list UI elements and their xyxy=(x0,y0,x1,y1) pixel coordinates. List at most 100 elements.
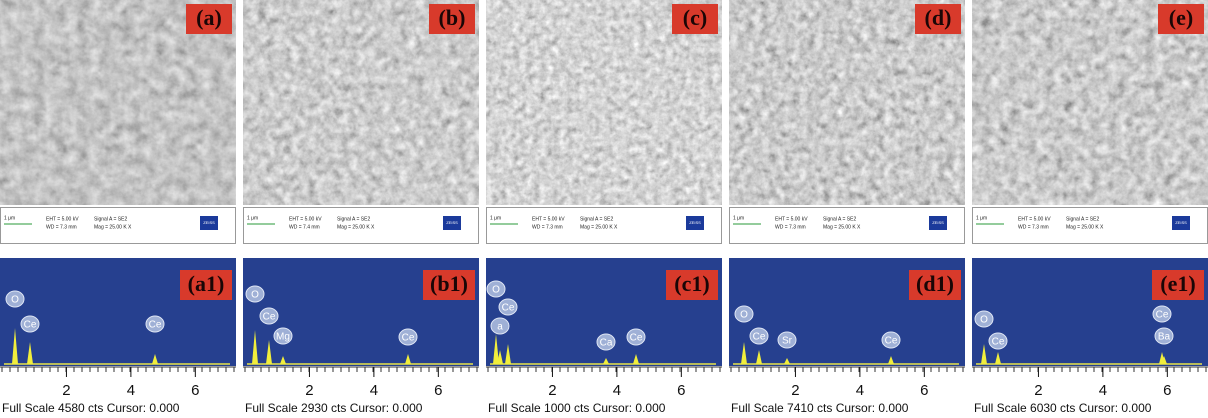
element-label: O xyxy=(251,290,259,301)
sem-image xyxy=(0,0,236,205)
mag: Mag = 25.00 K X xyxy=(1066,224,1104,230)
scale-bar-label: 1 μm xyxy=(976,215,987,221)
element-label: Ca xyxy=(600,338,613,349)
eht: EHT = 5.00 kV xyxy=(1018,216,1051,222)
sem-image xyxy=(243,0,479,205)
element-label: Ce xyxy=(885,336,898,347)
peak xyxy=(280,356,286,364)
element-marker xyxy=(881,331,901,349)
element-marker xyxy=(777,331,797,349)
logo-box xyxy=(200,216,218,230)
logo-box xyxy=(443,216,461,230)
sem-image xyxy=(729,0,965,205)
wd: WD = 7.3 mm xyxy=(46,224,77,230)
info-bar xyxy=(0,207,236,244)
eht: EHT = 5.00 kV xyxy=(289,216,322,222)
panel-label-box xyxy=(672,4,718,34)
x-tick-label: 4 xyxy=(370,382,378,399)
logo-box xyxy=(686,216,704,230)
element-marker xyxy=(5,290,25,308)
peak xyxy=(405,354,411,364)
element-marker xyxy=(749,327,769,345)
x-tick-label: 2 xyxy=(1034,382,1042,399)
x-tick-label: 6 xyxy=(1163,382,1171,399)
logo-box xyxy=(1172,216,1190,230)
signal: Signal A = SE2 xyxy=(580,216,613,222)
element-label: Ce xyxy=(149,320,162,331)
element-marker xyxy=(486,280,506,298)
peak xyxy=(12,328,18,364)
element-marker xyxy=(145,315,165,333)
element-label: a xyxy=(497,322,503,333)
spectrum-footer: Full Scale 1000 cts Cursor: 0.000 xyxy=(488,401,666,415)
signal: Signal A = SE2 xyxy=(823,216,856,222)
element-marker xyxy=(245,285,265,303)
element-label: Ce xyxy=(402,333,415,344)
element-label: O xyxy=(980,315,988,326)
spectrum-footer: Full Scale 2930 cts Cursor: 0.000 xyxy=(245,401,423,415)
signal: Signal A = SE2 xyxy=(94,216,127,222)
x-tick-label: 2 xyxy=(305,382,313,399)
element-label: Ce xyxy=(753,332,766,343)
peak xyxy=(497,350,503,364)
peak xyxy=(741,342,747,364)
x-tick-label: 2 xyxy=(62,382,70,399)
info-bar xyxy=(729,207,965,244)
info-bar xyxy=(972,207,1208,244)
peak xyxy=(505,344,511,364)
element-marker xyxy=(596,333,616,351)
element-marker xyxy=(273,327,293,345)
peak xyxy=(603,358,609,364)
element-marker xyxy=(734,305,754,323)
spectrum-label: (e1) xyxy=(1160,271,1195,296)
x-tick-label: 4 xyxy=(1099,382,1107,399)
logo: ZEISS xyxy=(203,220,215,225)
panel-label-box xyxy=(429,4,475,34)
wd: WD = 7.4 mm xyxy=(289,224,320,230)
peak xyxy=(152,354,158,364)
element-marker xyxy=(490,317,510,335)
peak xyxy=(981,344,987,364)
logo: ZEISS xyxy=(689,220,701,225)
wd: WD = 7.3 mm xyxy=(775,224,806,230)
spectrum-label: (c1) xyxy=(674,271,709,296)
element-label: Ce xyxy=(502,303,515,314)
peak xyxy=(995,352,1001,364)
eht: EHT = 5.00 kV xyxy=(532,216,565,222)
x-tick-label: 4 xyxy=(127,382,135,399)
element-label: Ce xyxy=(263,312,276,323)
element-marker xyxy=(398,328,418,346)
x-tick-label: 6 xyxy=(191,382,199,399)
signal: Signal A = SE2 xyxy=(337,216,370,222)
spectrum-label-box xyxy=(666,270,718,300)
panel-label: (c) xyxy=(683,5,707,30)
element-marker xyxy=(20,315,40,333)
element-marker xyxy=(1154,327,1174,345)
eht: EHT = 5.00 kV xyxy=(775,216,808,222)
scale-bar-label: 1 μm xyxy=(733,215,744,221)
peak xyxy=(1161,356,1167,364)
peak xyxy=(888,356,894,364)
panel-label-box xyxy=(186,4,232,34)
element-marker xyxy=(974,310,994,328)
wd: WD = 7.3 mm xyxy=(1018,224,1049,230)
x-tick-label: 2 xyxy=(548,382,556,399)
logo-box xyxy=(929,216,947,230)
element-label: Ba xyxy=(1158,332,1171,343)
element-marker xyxy=(988,332,1008,350)
element-label: Ce xyxy=(630,333,643,344)
spectrum-label: (b1) xyxy=(430,271,468,296)
sem-image xyxy=(486,0,722,205)
element-label: Ce xyxy=(1156,310,1169,321)
spectrum-label: (a1) xyxy=(188,271,225,296)
signal: Signal A = SE2 xyxy=(1066,216,1099,222)
scale-bar-label: 1 μm xyxy=(247,215,258,221)
element-label: O xyxy=(740,310,748,321)
element-label: O xyxy=(11,295,19,306)
eht: EHT = 5.00 kV xyxy=(46,216,79,222)
element-label: Mg xyxy=(276,332,290,343)
mag: Mag = 25.00 K X xyxy=(94,224,132,230)
panel-label-box xyxy=(915,4,961,34)
logo: ZEISS xyxy=(932,220,944,225)
